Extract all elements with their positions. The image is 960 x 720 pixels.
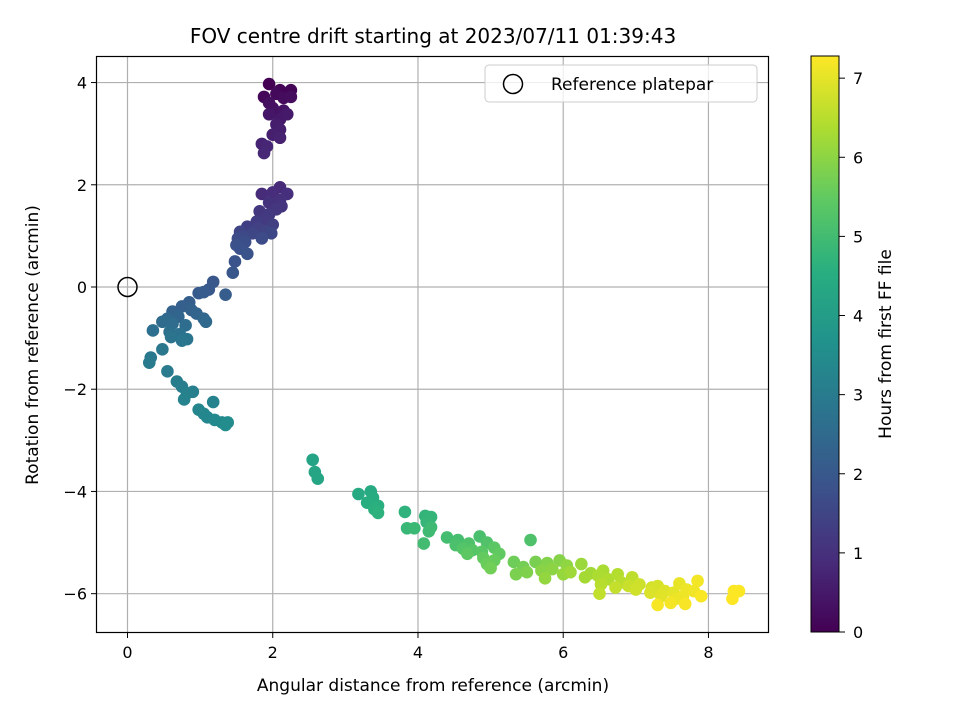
data-point [175,334,189,347]
data-point [352,487,365,501]
data-point [609,581,622,594]
data-point [461,547,474,561]
y-tick-label: −6 [63,585,87,604]
colorbar-tick-label: 2 [853,465,863,484]
colorbar: 0 1 2 3 4 5 6 7 Hours from first FF file [810,55,896,642]
data-point [422,525,436,538]
legend-box [484,64,758,103]
x-axis-label: Angular distance from reference (arcmin) [257,676,609,696]
data-point [284,90,298,104]
x-tick-label: 6 [558,643,568,662]
data-point [255,232,269,245]
data-point [175,300,189,313]
data-point [651,598,664,612]
data-point [156,343,169,356]
y-tick-label: 0 [77,278,87,297]
data-point [408,521,421,535]
data-point [484,561,497,575]
data-point [440,531,454,544]
x-tick-label: 4 [413,643,423,662]
colorbar-frame [810,55,840,633]
data-point [255,187,269,201]
y-tick-label: −2 [63,380,87,399]
data-point [177,393,191,406]
colorbar-tick-label: 3 [853,386,863,405]
data-points [142,77,746,612]
data-point [199,315,213,329]
data-point [629,583,643,596]
reference-marker [117,276,138,298]
data-point [156,315,169,329]
data-point [417,537,431,550]
y-axis-ticks: −6 −4 −2 0 2 4 [63,74,97,604]
data-point [509,567,523,581]
data-point [694,589,708,603]
data-point [726,592,739,606]
legend: Reference platepar [484,64,758,103]
colorbar-gradient [811,56,839,632]
data-point [371,506,385,520]
x-tick-label: 2 [268,643,278,662]
data-point [678,597,692,611]
data-point [219,288,232,301]
x-axis-ticks: 0 2 4 6 8 [122,632,714,662]
data-point [142,356,156,369]
legend-marker-icon [502,73,524,95]
data-point [197,285,211,299]
colorbar-tick-label: 0 [853,623,863,642]
data-point [146,324,160,337]
colorbar-tick-label: 6 [853,148,863,167]
data-point [257,146,271,160]
data-point [311,472,325,485]
data-point [206,395,220,409]
data-point [262,107,276,121]
data-point [241,247,254,261]
data-point [398,505,412,519]
data-point [219,418,232,432]
colorbar-tick-label: 5 [853,227,863,246]
data-point [306,453,319,467]
data-point [228,255,242,268]
y-tick-label: −4 [63,482,87,501]
colorbar-ticks: 0 1 2 3 4 5 6 7 [839,69,863,642]
data-point [262,77,276,91]
colorbar-label: Hours from first FF file [876,249,896,439]
data-point [264,227,278,240]
data-point [564,565,577,579]
data-point [520,565,534,579]
data-point [280,107,294,121]
x-tick-label: 0 [122,643,132,662]
data-point [538,572,552,585]
chart-title: FOV centre drift starting at 2023/07/11 … [190,24,676,48]
y-axis-label: Rotation from reference (arcmin) [23,205,43,485]
colorbar-tick-label: 4 [853,307,863,326]
data-point [575,557,588,571]
data-point [664,596,677,610]
data-point [691,574,704,588]
x-tick-label: 8 [703,643,713,662]
y-tick-label: 4 [77,74,87,93]
data-point [524,533,537,547]
data-point [593,587,606,600]
data-point [164,330,178,344]
legend-entry-reference: Reference platepar [551,75,713,95]
reference-point [117,276,138,298]
plot-frame [95,55,770,634]
data-point [226,266,240,279]
data-point [273,131,287,145]
colorbar-tick-label: 7 [853,69,863,88]
grid-lines [97,57,768,632]
data-point [507,555,521,569]
data-point [546,562,559,576]
y-tick-label: 2 [77,176,87,195]
data-point [644,586,657,599]
data-point [578,571,592,584]
data-point [161,365,174,378]
colorbar-tick-label: 1 [853,544,863,563]
